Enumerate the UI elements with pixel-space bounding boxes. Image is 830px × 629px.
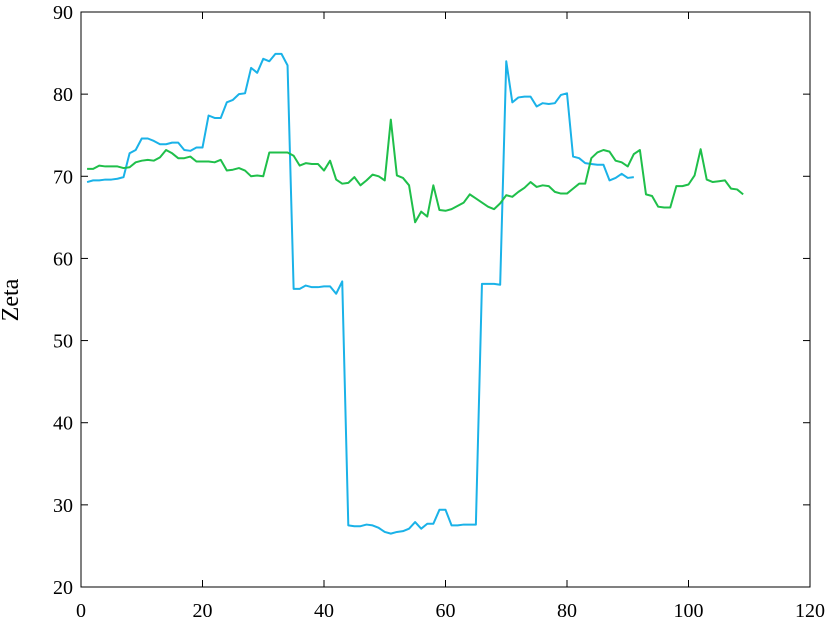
y-tick-label: 40 xyxy=(53,413,73,435)
x-tick-label: 120 xyxy=(795,600,825,622)
x-tick-label: 60 xyxy=(436,600,456,622)
y-tick-label: 50 xyxy=(53,331,73,353)
y-tick-label: 60 xyxy=(53,248,73,270)
x-tick-label: 80 xyxy=(557,600,577,622)
x-tick-label: 100 xyxy=(674,600,704,622)
y-tick-label: 80 xyxy=(53,84,73,106)
x-tick-label: 40 xyxy=(314,600,334,622)
y-tick-label: 70 xyxy=(53,166,73,188)
y-tick-label: 30 xyxy=(53,495,73,517)
line-series xyxy=(86,52,634,535)
plot-frame xyxy=(80,11,811,588)
y-tick-label: 20 xyxy=(53,577,73,599)
y-axis-label: Zeta xyxy=(0,278,24,321)
x-tick-label: 0 xyxy=(76,600,86,622)
x-tick-label: 20 xyxy=(193,600,213,622)
y-tick-label: 90 xyxy=(53,2,73,24)
line-series xyxy=(87,118,744,224)
